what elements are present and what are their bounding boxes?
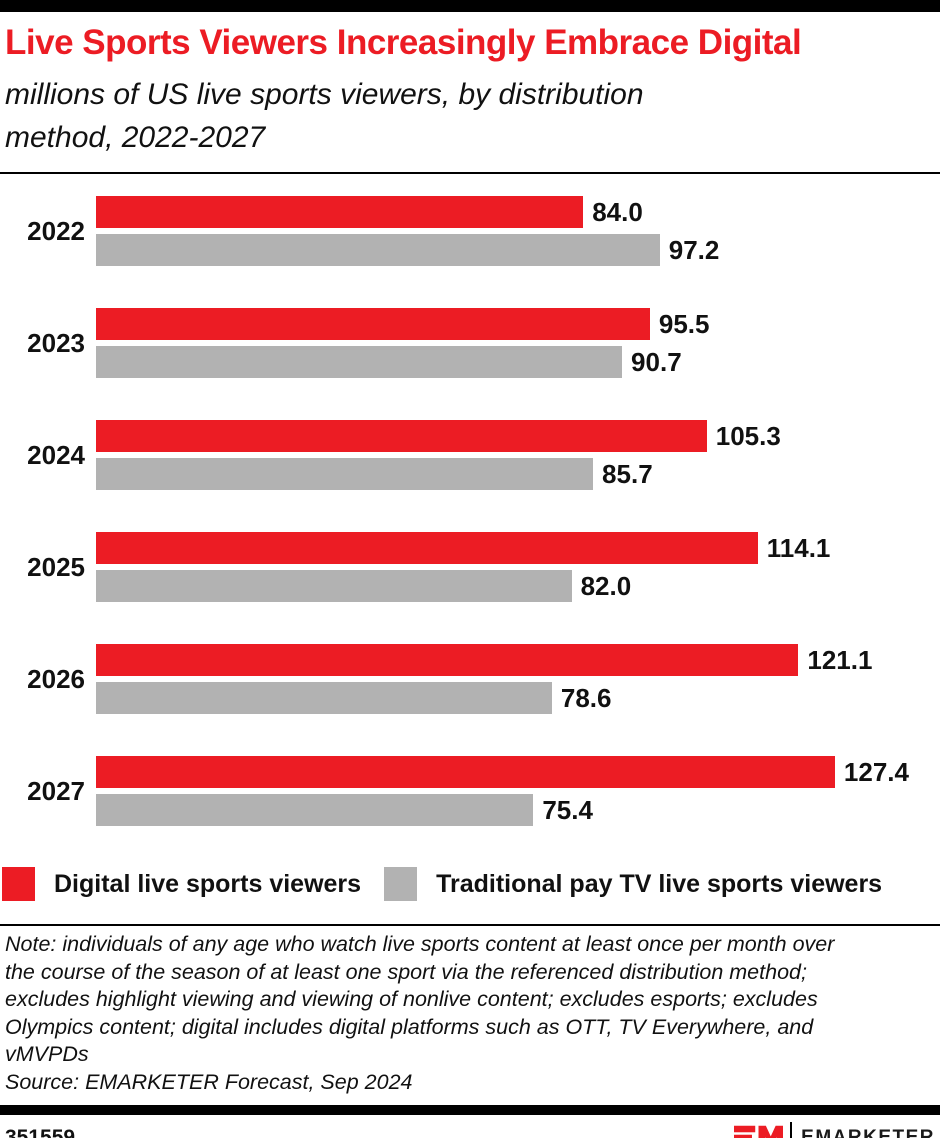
chart-title: Live Sports Viewers Increasingly Embrace… [5,23,802,62]
bar-pair: 105.3 85.7 [96,420,940,490]
bar-digital [96,756,835,788]
bar-pay-tv [96,570,572,602]
bar-digital [96,644,799,676]
legend-swatch-pay-tv [384,867,418,901]
year-group-2027: 2027 127.4 75.4 [0,756,940,826]
year-label: 2024 [27,439,85,470]
bar-pair: 121.1 78.6 [96,644,940,714]
year-group-2025: 2025 114.1 82.0 [0,532,940,602]
bar-pair: 114.1 82.0 [96,532,940,602]
note-divider [0,924,940,926]
year-label: 2025 [27,551,85,582]
legend-swatch-digital [2,867,35,901]
bar-value-label: 127.4 [843,756,909,787]
bar-value-label: 105.3 [715,420,781,451]
bar-line: 90.7 [96,346,940,378]
bar-pay-tv [96,682,552,714]
year-group-2023: 2023 95.5 90.7 [0,308,940,378]
bar-line: 84.0 [96,196,940,228]
bar-value-label: 114.1 [766,532,831,563]
bar-value-label: 84.0 [592,196,643,227]
bar-pair: 95.5 90.7 [96,308,940,378]
bar-digital [96,532,758,564]
bar-line: 78.6 [96,682,940,714]
year-label: 2023 [27,327,85,358]
bar-value-label: 121.1 [807,644,873,675]
bar-pay-tv [96,346,623,378]
bar-line: 82.0 [96,570,940,602]
bar-value-label: 75.4 [542,794,593,825]
bar-line: 105.3 [96,420,940,452]
chart-area: 2022 84.0 97.2 2023 95.5 90.7 2024 105.3 85.7 202… [0,196,940,826]
brand-name: EMARKETER [801,1126,935,1138]
bar-line: 95.5 [96,308,940,340]
bar-value-label: 97.2 [668,234,720,265]
bar-digital [96,308,650,340]
year-label: 2027 [27,775,85,806]
source-text: Source: EMARKETER Forecast, Sep 2024 [5,1069,413,1094]
bar-value-label: 90.7 [631,346,682,377]
bar-line: 75.4 [96,794,940,826]
bar-pay-tv [96,794,534,826]
bar-digital [96,420,707,452]
bottom-black-bar [0,1105,940,1115]
emarketer-logo-icon [734,1125,784,1138]
bar-line: 97.2 [96,234,940,266]
bar-value-label: 95.5 [658,308,710,339]
bar-pair: 127.4 75.4 [96,756,940,826]
chart-subtitle: millions of US live sports viewers, by d… [5,78,644,154]
bar-pay-tv [96,458,594,490]
header-divider [0,172,940,174]
legend: Digital live sports viewers Traditional … [0,867,940,901]
brand-divider [790,1121,793,1138]
legend-label-pay-tv: Traditional pay TV live sports viewers [436,869,883,898]
year-group-2024: 2024 105.3 85.7 [0,420,940,490]
bar-line: 127.4 [96,756,940,788]
bar-pay-tv [96,234,660,266]
bar-value-label: 85.7 [602,458,653,489]
year-group-2022: 2022 84.0 97.2 [0,196,940,266]
footer: 351559 EMARKETER [0,1115,940,1138]
year-group-2026: 2026 121.1 78.6 [0,644,940,714]
bar-value-label: 78.6 [560,682,612,713]
year-label: 2026 [27,663,85,694]
top-black-bar [0,0,940,12]
note-text: Note: individuals of any age who watch l… [5,932,835,1066]
bar-line: 114.1 [96,532,940,564]
legend-label-digital: Digital live sports viewers [54,869,362,898]
year-label: 2022 [27,215,85,246]
brand-lockup: EMARKETER [734,1121,935,1138]
header: Live Sports Viewers Increasingly Embrace… [0,12,940,159]
chart-id: 351559 [5,1125,76,1138]
legend-item-pay-tv: Traditional pay TV live sports viewers [384,867,882,901]
bar-digital [96,196,584,228]
bar-line: 121.1 [96,644,940,676]
legend-item-digital: Digital live sports viewers [2,867,361,901]
bar-line: 85.7 [96,458,940,490]
bar-value-label: 82.0 [580,570,632,601]
bar-pair: 84.0 97.2 [96,196,940,266]
